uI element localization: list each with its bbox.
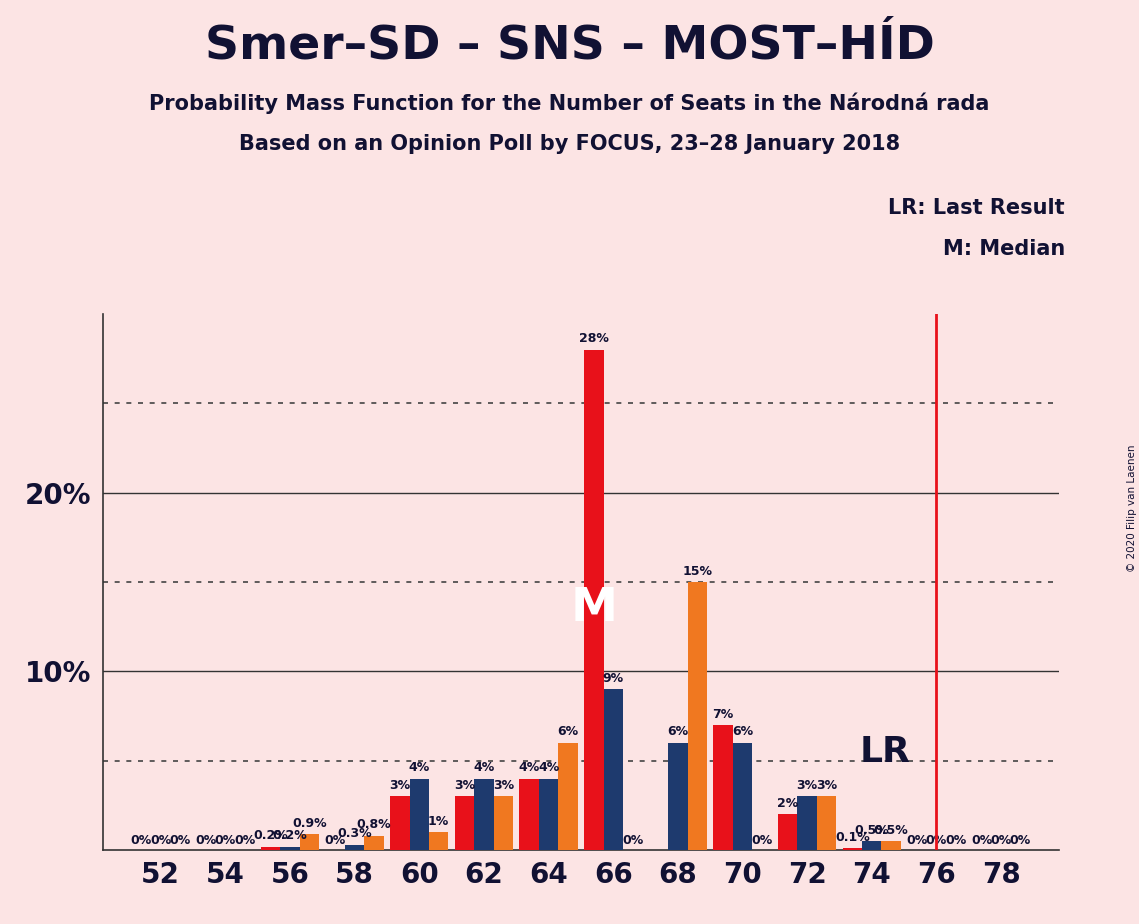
Text: 9%: 9% xyxy=(603,672,624,685)
Bar xyxy=(300,834,319,850)
Text: 3%: 3% xyxy=(454,779,475,792)
Text: 4%: 4% xyxy=(538,761,559,774)
Text: 4%: 4% xyxy=(474,761,494,774)
Text: 0.2%: 0.2% xyxy=(272,829,308,842)
Text: 3%: 3% xyxy=(816,779,837,792)
Bar xyxy=(519,779,539,850)
Text: 28%: 28% xyxy=(579,333,608,346)
Text: 0.2%: 0.2% xyxy=(253,829,288,842)
Text: 15%: 15% xyxy=(682,565,712,578)
Text: 6%: 6% xyxy=(667,725,688,738)
Bar xyxy=(732,743,752,850)
Text: 0%: 0% xyxy=(622,833,644,846)
Bar xyxy=(713,725,732,850)
Bar xyxy=(817,796,836,850)
Bar xyxy=(345,845,364,850)
Text: 2%: 2% xyxy=(777,796,798,809)
Text: Probability Mass Function for the Number of Seats in the Národná rada: Probability Mass Function for the Number… xyxy=(149,92,990,114)
Bar xyxy=(778,814,797,850)
Text: 0.1%: 0.1% xyxy=(835,831,870,844)
Bar xyxy=(280,846,300,850)
Text: Based on an Opinion Poll by FOCUS, 23–28 January 2018: Based on an Opinion Poll by FOCUS, 23–28… xyxy=(239,134,900,154)
Text: 0%: 0% xyxy=(752,833,772,846)
Text: 0%: 0% xyxy=(150,833,171,846)
Text: 0%: 0% xyxy=(945,833,967,846)
Bar xyxy=(391,796,410,850)
Text: 0%: 0% xyxy=(991,833,1011,846)
Text: M: Median: M: Median xyxy=(943,239,1065,260)
Text: 0%: 0% xyxy=(926,833,947,846)
Bar xyxy=(454,796,474,850)
Bar xyxy=(797,796,817,850)
Bar xyxy=(584,350,604,850)
Bar xyxy=(862,841,882,850)
Text: 3%: 3% xyxy=(390,779,410,792)
Bar xyxy=(604,689,623,850)
Bar xyxy=(669,743,688,850)
Text: © 2020 Filip van Laenen: © 2020 Filip van Laenen xyxy=(1126,444,1137,572)
Text: 0.9%: 0.9% xyxy=(292,817,327,830)
Text: 0%: 0% xyxy=(325,833,346,846)
Text: 0%: 0% xyxy=(170,833,190,846)
Text: 0%: 0% xyxy=(195,833,216,846)
Text: 0%: 0% xyxy=(131,833,151,846)
Bar xyxy=(882,841,901,850)
Bar xyxy=(364,836,384,850)
Text: 1%: 1% xyxy=(428,815,449,828)
Bar xyxy=(539,779,558,850)
Text: 0.8%: 0.8% xyxy=(357,819,392,832)
Text: 4%: 4% xyxy=(518,761,540,774)
Text: 0%: 0% xyxy=(972,833,992,846)
Bar xyxy=(843,848,862,850)
Text: 6%: 6% xyxy=(557,725,579,738)
Text: 3%: 3% xyxy=(796,779,818,792)
Text: 0.5%: 0.5% xyxy=(854,823,890,837)
Bar xyxy=(558,743,577,850)
Text: 0%: 0% xyxy=(1010,833,1031,846)
Text: 0.3%: 0.3% xyxy=(337,827,372,840)
Text: 0%: 0% xyxy=(235,833,255,846)
Text: 0%: 0% xyxy=(907,833,927,846)
Bar xyxy=(261,846,280,850)
Bar xyxy=(429,833,449,850)
Text: 7%: 7% xyxy=(713,708,734,721)
Bar xyxy=(410,779,429,850)
Text: 3%: 3% xyxy=(493,779,514,792)
Text: 6%: 6% xyxy=(732,725,753,738)
Bar xyxy=(688,582,707,850)
Bar xyxy=(474,779,493,850)
Bar xyxy=(493,796,513,850)
Text: Smer–SD – SNS – MOST–HÍD: Smer–SD – SNS – MOST–HÍD xyxy=(205,23,934,68)
Text: LR: LR xyxy=(860,735,910,769)
Text: 0.5%: 0.5% xyxy=(874,823,909,837)
Text: M: M xyxy=(571,587,617,631)
Text: 0%: 0% xyxy=(215,833,236,846)
Text: LR: Last Result: LR: Last Result xyxy=(888,198,1065,218)
Text: 4%: 4% xyxy=(409,761,429,774)
